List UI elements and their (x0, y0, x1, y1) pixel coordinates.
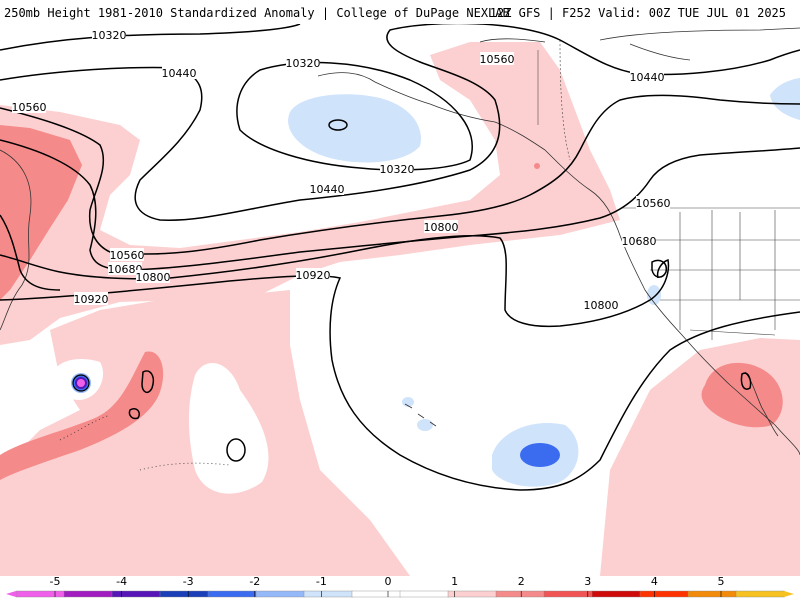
colorbar-tick-label: 1 (451, 576, 458, 588)
colorbar-left-arrow (6, 591, 16, 597)
colorbar-swatch (447, 590, 497, 598)
svg-text:10560: 10560 (636, 197, 671, 210)
colorbar-swatch (543, 590, 593, 598)
svg-text:10440: 10440 (310, 183, 345, 196)
contour-label: 10440 (630, 70, 665, 84)
colorbar-tick-label: 3 (584, 576, 591, 588)
strong-negative-anomaly (71, 373, 560, 467)
height-contours (0, 24, 800, 491)
svg-text:10560: 10560 (480, 53, 515, 66)
colorbar-tick-label: 4 (651, 576, 658, 588)
colorbar-swatch (351, 590, 401, 598)
contour-label: 10680 (622, 234, 657, 248)
colorbar-swatches (6, 590, 794, 598)
contour-label: 10800 (136, 270, 171, 284)
contour-label: 10560 (480, 52, 515, 66)
political-borders (559, 39, 800, 340)
svg-text:10920: 10920 (74, 293, 109, 306)
colorbar-swatch (111, 590, 161, 598)
svg-text:10440: 10440 (162, 67, 197, 80)
svg-text:10800: 10800 (584, 299, 619, 312)
svg-text:10680: 10680 (108, 263, 143, 276)
colorbar-swatch (687, 590, 737, 598)
svg-text:10560: 10560 (110, 249, 145, 262)
colorbar-tick-label: -2 (249, 576, 260, 588)
colorbar-swatch (495, 590, 545, 598)
colorbar-tick-label: -1 (316, 576, 327, 588)
colorbar-swatch (591, 590, 641, 598)
colorbar-swatch (15, 590, 65, 598)
colorbar-ticks: -5 -4 -3 -2 -1 0 1 2 3 4 5 (50, 576, 725, 597)
svg-text:10920: 10920 (296, 269, 331, 282)
contour-label: 10920 (296, 268, 331, 282)
svg-text:10560: 10560 (12, 101, 47, 114)
svg-text:10320: 10320 (286, 57, 321, 70)
contour-label: 10560 (110, 248, 145, 262)
strong-positive-anomaly (0, 125, 783, 480)
svg-text:10320: 10320 (380, 163, 415, 176)
colorbar-swatch (735, 590, 785, 598)
contour-label: 10320 (286, 56, 321, 70)
coastlines (0, 27, 800, 471)
svg-text:10680: 10680 (622, 235, 657, 248)
colorbar-tick-label: -4 (116, 576, 127, 588)
colorbar-tick-label: 0 (385, 576, 392, 588)
colorbar-swatch (207, 590, 257, 598)
contour-label: 10560 (12, 100, 47, 114)
contour-label: 10440 (162, 66, 197, 80)
model-run-info: 12Z GFS | F252 Valid: 00Z TUE JUL 01 202… (489, 6, 786, 20)
anomaly-map: 10320 10320 10320 10440 10440 10440 1056… (0, 24, 800, 576)
colorbar-swatch (303, 590, 353, 598)
colorbar-swatch (255, 590, 305, 598)
map-title: 250mb Height 1981-2010 Standardized Anom… (4, 6, 510, 20)
contour-label: 10560 (636, 196, 671, 210)
colorbar-swatch (63, 590, 113, 598)
contour-label: 10800 (584, 298, 619, 312)
anomaly-colorbar: -5 -4 -3 -2 -1 0 1 2 3 4 5 (6, 576, 794, 598)
colorbar-right-arrow (784, 591, 794, 597)
contour-label: 10440 (310, 182, 345, 196)
contour-label: 10920 (74, 292, 109, 306)
colorbar-tick-label: -5 (50, 576, 61, 588)
svg-text:10440: 10440 (630, 71, 665, 84)
contour-labels: 10320 10320 10320 10440 10440 10440 1056… (12, 28, 671, 312)
colorbar-tick-label: 5 (718, 576, 725, 588)
svg-text:10800: 10800 (136, 271, 171, 284)
svg-text:10320: 10320 (92, 29, 127, 42)
contour-label: 10320 (92, 28, 127, 42)
colorbar-swatch (399, 590, 449, 598)
svg-text:10800: 10800 (424, 221, 459, 234)
colorbar-swatch (639, 590, 689, 598)
colorbar-tick-label: 2 (518, 576, 525, 588)
contour-label: 10800 (424, 220, 459, 234)
contour-label: 10320 (380, 162, 415, 176)
colorbar-tick-label: -3 (183, 576, 194, 588)
contour-label: 10680 (108, 262, 143, 276)
colorbar-swatch (159, 590, 209, 598)
